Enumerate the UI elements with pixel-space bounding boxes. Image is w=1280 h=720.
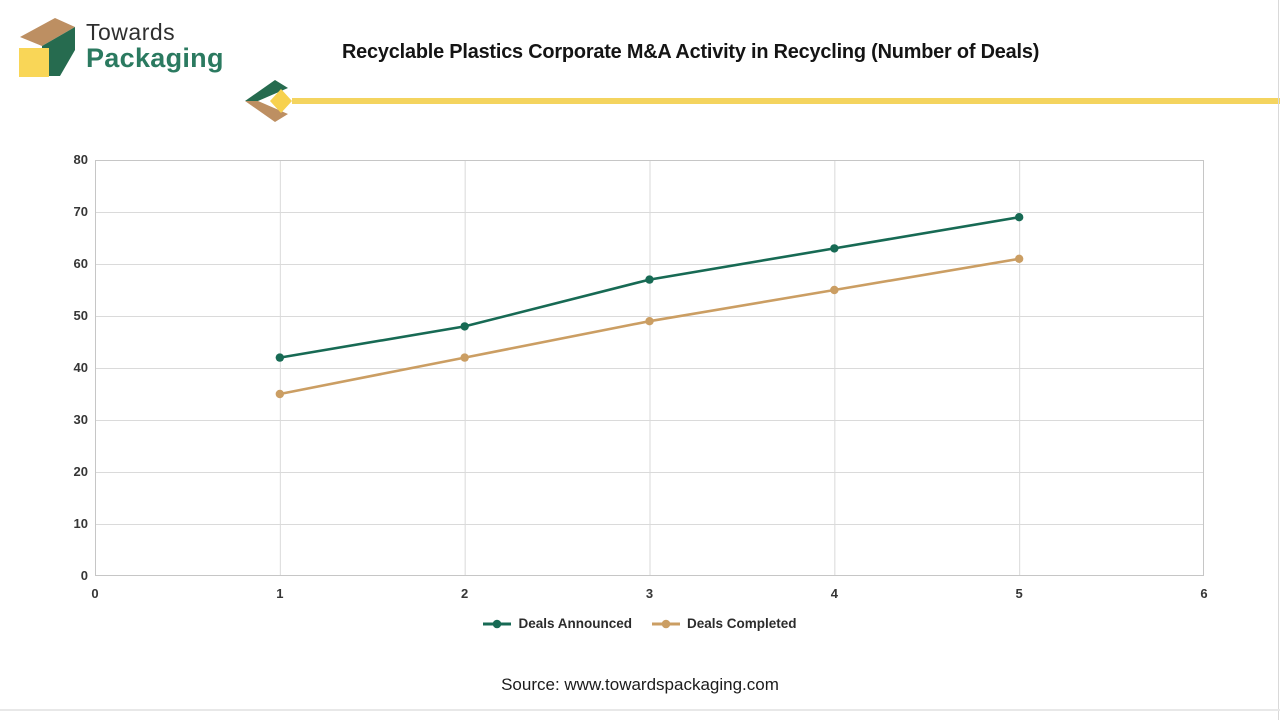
data-point-marker [275, 353, 285, 362]
y-axis-tick-label: 20 [73, 464, 88, 479]
logo-box-icon [19, 18, 75, 77]
y-axis-tick-label: 50 [73, 308, 88, 323]
y-axis-tick-label: 70 [73, 204, 88, 219]
y-axis-tick-label: 80 [73, 152, 88, 167]
y-axis-tick-label: 10 [73, 516, 88, 531]
chart-title: Recyclable Plastics Corporate M&A Activi… [342, 40, 1040, 63]
window-right-edge [1278, 0, 1279, 720]
legend-item: Deals Announced [483, 616, 632, 631]
x-axis-tick-label: 2 [461, 586, 469, 601]
data-point-marker [645, 317, 654, 326]
source-text: Source: www.towardspackaging.com [501, 675, 779, 694]
data-point-marker [830, 244, 839, 253]
x-axis-tick-label: 4 [830, 586, 838, 601]
plot-area [95, 160, 1204, 576]
x-axis-tick-label: 0 [91, 586, 99, 601]
data-point-marker [645, 275, 654, 284]
y-axis-tick-label: 60 [73, 256, 88, 271]
y-axis-tick-label: 0 [80, 568, 88, 583]
legend-label: Deals Completed [687, 616, 797, 631]
legend-marker-icon [652, 619, 680, 628]
x-axis-tick-label: 6 [1200, 586, 1208, 601]
window-bottom-edge [0, 709, 1280, 711]
divider-chevron-icon [245, 80, 292, 122]
x-axis-tick-label: 1 [276, 586, 284, 601]
data-point-marker [830, 285, 839, 295]
data-point-marker [460, 322, 469, 331]
divider-yellow-line [292, 98, 1280, 104]
y-axis-labels: 0 10 20 30 40 50 60 70 80 [38, 153, 88, 583]
data-point-marker [460, 353, 469, 362]
legend-item: Deals Completed [652, 616, 797, 631]
data-point-marker [1014, 213, 1024, 222]
logo-line1: Towards [86, 19, 176, 45]
legend-marker-icon [483, 619, 512, 628]
legend-label: Deals Announced [518, 616, 632, 631]
chart-legend: Deals Announced Deals Completed [0, 616, 1280, 631]
data-point-marker [1014, 254, 1024, 263]
y-axis-tick-label: 30 [73, 412, 88, 427]
data-point-marker [275, 389, 285, 399]
logo-wordmark: Towards Packaging [86, 19, 224, 74]
x-axis-labels: 0 1 2 3 4 5 6 [91, 586, 1208, 606]
x-axis-tick-label: 5 [1015, 586, 1023, 601]
plot-border [95, 160, 1204, 576]
line-chart [95, 160, 1204, 576]
y-axis-tick-label: 40 [73, 360, 88, 375]
logo-line2: Packaging [86, 43, 224, 74]
x-axis-tick-label: 3 [645, 586, 654, 601]
